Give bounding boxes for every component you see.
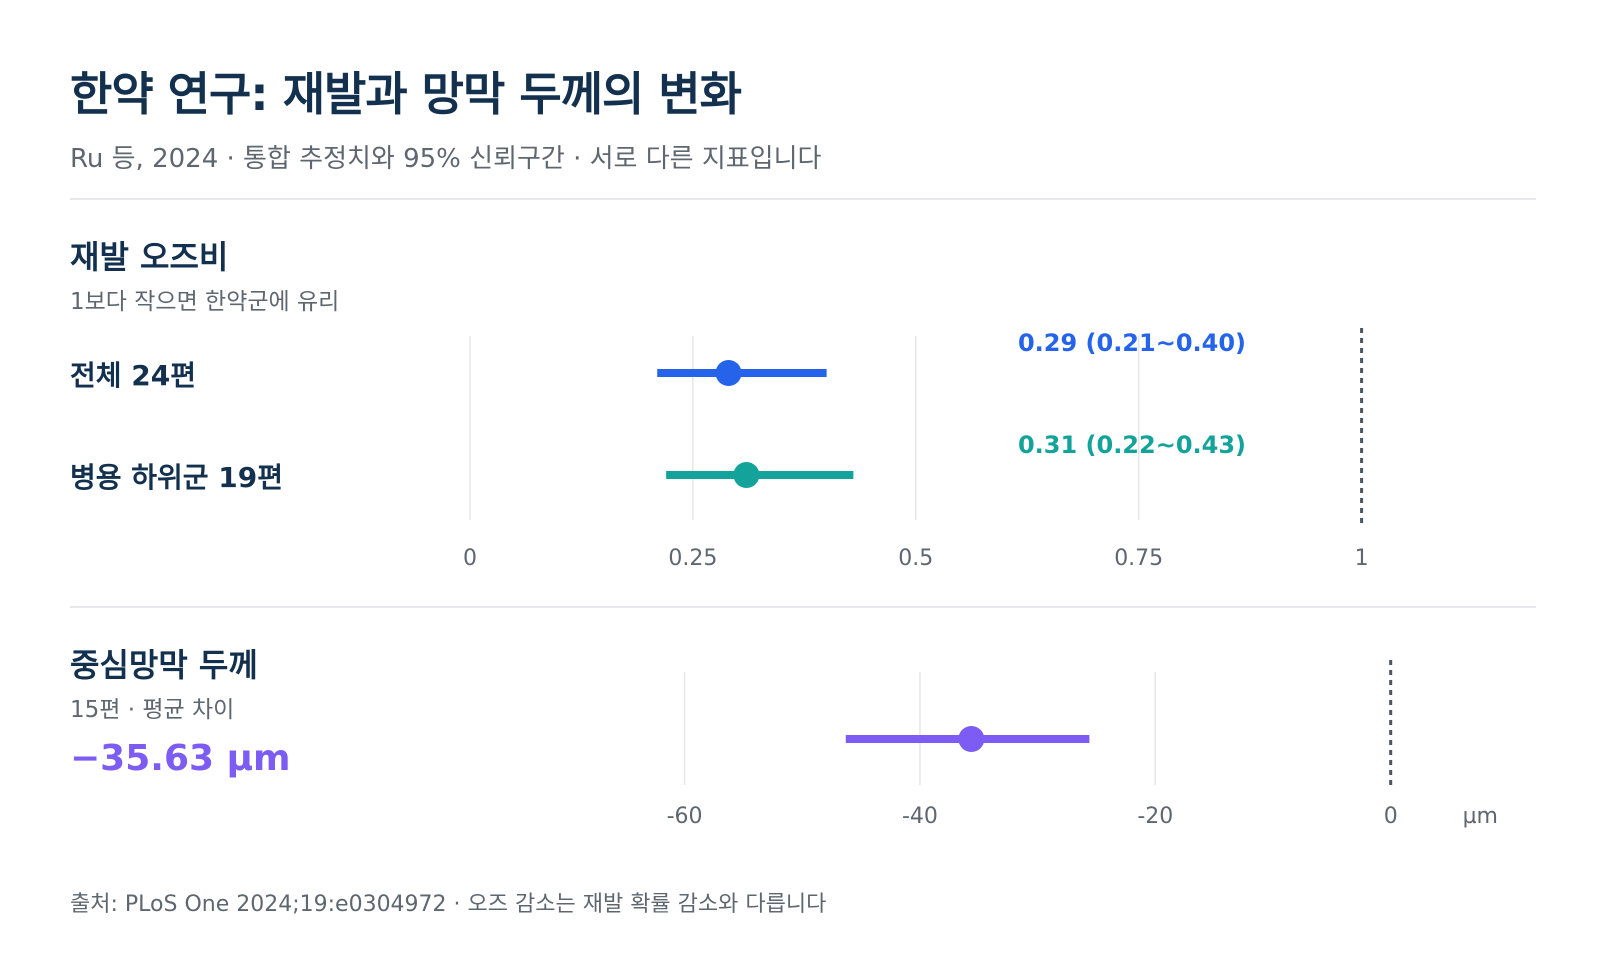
x-tick-label: -40 <box>902 804 938 829</box>
top-divider <box>70 198 1536 200</box>
x-tick-label: -60 <box>667 804 703 829</box>
mean-difference-value: −35.63 µm <box>70 738 291 779</box>
x-tick-label: 0.75 <box>1114 546 1163 571</box>
middle-divider <box>70 606 1536 608</box>
x-tick-label: 0.5 <box>898 546 933 571</box>
page-title: 한약 연구: 재발과 망막 두께의 변화 <box>70 67 742 121</box>
row-label-combined-subgroup: 병용 하위군 19편 <box>70 461 284 494</box>
recurrence-section-subtitle: 1보다 작으면 한약군에 유리 <box>70 289 340 315</box>
x-tick-label: 0.25 <box>668 546 717 571</box>
point-estimate <box>958 726 985 752</box>
row-label-overall: 전체 24편 <box>70 359 196 392</box>
page-subtitle: Ru 등, 2024 · 통합 추정치와 95% 신뢰구간 · 서로 다른 지표… <box>70 144 822 174</box>
mean-difference-forest-plot: -60 -40 -20 0 µm <box>667 660 1498 829</box>
thickness-section-title: 중심망막 두께 <box>70 646 258 684</box>
x-tick-label: -20 <box>1137 804 1173 829</box>
estimate-ci-label: 0.29 (0.21~0.40) <box>1018 329 1246 357</box>
x-tick-label: 1 <box>1355 546 1369 571</box>
x-tick-label: 0 <box>463 546 477 571</box>
recurrence-section-title: 재발 오즈비 <box>70 238 229 276</box>
point-estimate <box>715 360 742 386</box>
axis-unit-label: µm <box>1463 804 1498 829</box>
estimate-ci-label: 0.31 (0.22~0.43) <box>1018 431 1246 459</box>
odds-ratio-forest-plot: 0 0.25 0.5 0.75 1 0.29 (0.21~0.40) 0.31 (0.22~… <box>463 328 1369 571</box>
x-tick-label: 0 <box>1384 804 1398 829</box>
point-estimate <box>733 462 760 488</box>
thickness-section-subtitle: 15편 · 평균 차이 <box>70 697 235 723</box>
source-footnote: 출처: PLoS One 2024;19:e0304972 · 오즈 감소는 재… <box>70 892 827 917</box>
